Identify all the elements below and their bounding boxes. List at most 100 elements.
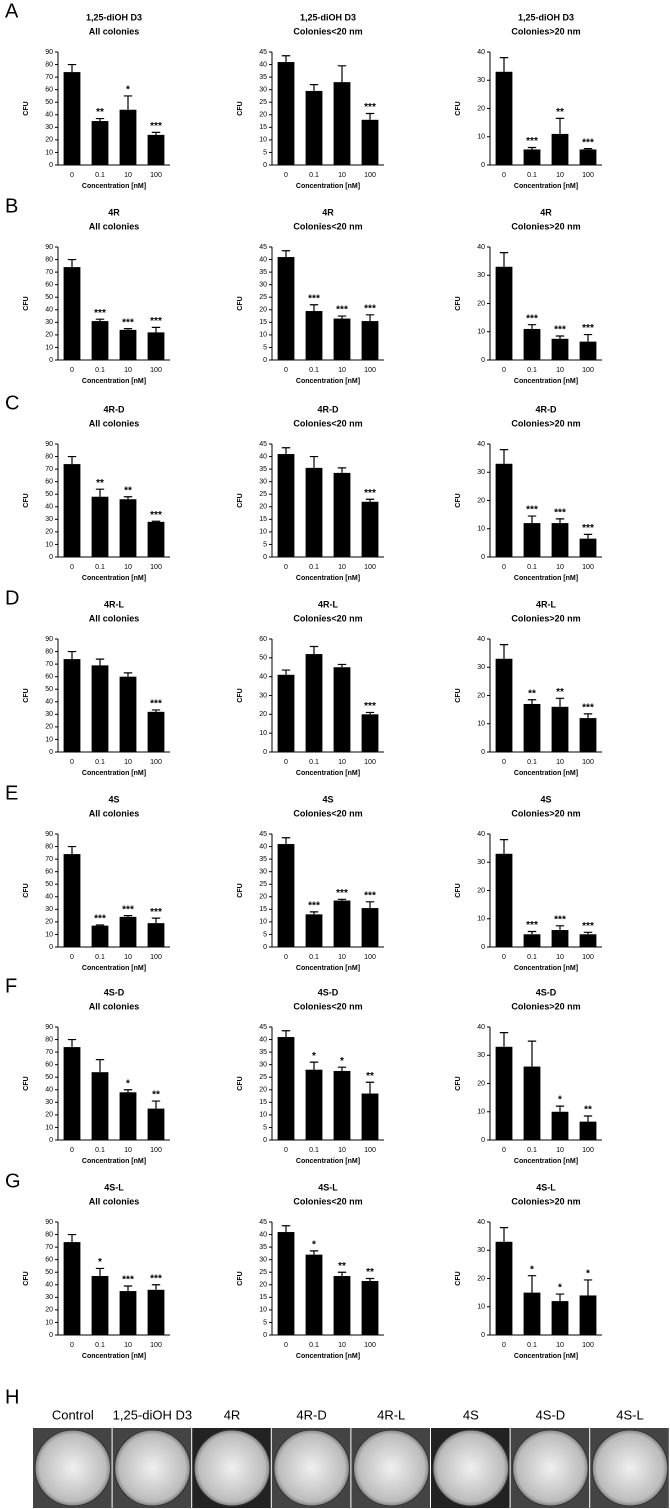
error-bar [95,1059,105,1073]
plate-label: 4S [463,1407,479,1422]
x-tick-label: 100 [150,172,162,179]
significance: *** [150,1273,162,1284]
bar [333,1275,351,1335]
panel-label: A [5,0,19,22]
x-axis-label: Concentration [nM] [514,378,578,385]
significance: *** [364,303,376,314]
x-axis-label: Concentration [nM] [296,1353,360,1360]
x-tick-label: 100 [150,564,162,571]
y-tick-label: 25 [259,491,267,498]
chart-subtitle: Colonies>20 nm [511,1196,580,1206]
significance: *** [122,904,134,915]
x-axis-label: Concentration [nM] [82,965,146,972]
plate-dish [273,1429,350,1507]
y-tick-label: 30 [477,859,485,866]
x-tick-label: 0 [502,1147,506,1154]
chart-subtitle: All colonies [89,808,140,818]
x-tick-label: 100 [582,367,594,374]
significance: *** [554,914,566,925]
chart-title: 1,25-diOH D3 [300,12,356,22]
significance: ** [338,1261,346,1272]
significance: *** [94,914,106,925]
error-bar [365,314,375,322]
error-bar [527,1275,537,1293]
bar [277,1037,295,1140]
significance: *** [150,121,162,132]
x-axis-label: Concentration [nM] [514,965,578,972]
significance: ** [584,1105,592,1116]
bar [361,1281,379,1335]
bar [523,1066,541,1140]
x-axis-label: Concentration [nM] [296,1158,360,1165]
y-tick-label: 80 [45,1231,53,1238]
bar [551,1111,569,1140]
error-bar [95,488,105,497]
x-tick-label: 100 [364,367,376,374]
significance: *** [364,890,376,901]
y-tick-label: 40 [477,49,485,56]
bar [147,1289,165,1335]
error-bar [123,915,133,917]
bar [63,464,81,557]
x-tick-label: 100 [582,1147,594,1154]
y-axis-label: CFU [455,1271,462,1285]
error-bar [527,930,537,935]
y-tick-label: 0 [49,357,53,364]
y-tick-label: 30 [477,1247,485,1254]
y-tick-label: 30 [45,711,53,718]
significance: *** [150,316,162,327]
y-tick-label: 10 [259,919,267,926]
panel-label: E [5,782,18,804]
y-tick-label: 50 [45,686,53,693]
bar [63,659,81,752]
y-tick-label: 0 [481,357,485,364]
error-bar [337,315,347,319]
x-tick-label: 100 [582,954,594,961]
y-tick-label: 10 [259,730,267,737]
x-tick-label: 10 [556,172,564,179]
y-tick-label: 5 [263,541,267,548]
y-tick-label: 25 [259,294,267,301]
y-tick-label: 30 [259,282,267,289]
significance: ** [366,1071,374,1082]
y-tick-label: 10 [477,916,485,923]
y-tick-label: 90 [45,636,53,643]
x-tick-label: 100 [364,172,376,179]
error-bar [583,533,593,539]
bar [495,463,513,557]
significance: * [558,1283,562,1294]
chart-subtitle: Colonies<20 nm [293,1001,362,1011]
y-tick-label: 70 [45,466,53,473]
significance: ** [96,107,104,118]
significance: * [586,1269,590,1280]
y-tick-label: 10 [259,1307,267,1314]
x-tick-label: 0 [70,954,74,961]
y-tick-label: 10 [477,1109,485,1116]
bar [119,1092,137,1140]
x-tick-label: 100 [150,759,162,766]
bar [333,900,351,947]
x-tick-label: 0.1 [309,1342,319,1349]
y-tick-label: 30 [259,1062,267,1069]
y-tick-label: 50 [45,294,53,301]
error-bar [281,837,291,845]
x-axis-label: Concentration [nM] [82,1158,146,1165]
significance: *** [526,505,538,516]
y-axis-label: CFU [237,101,244,115]
error-bar [281,250,291,258]
y-tick-label: 30 [45,1294,53,1301]
y-tick-label: 40 [45,699,53,706]
significance: *** [364,488,376,499]
x-axis-label: Concentration [nM] [82,1353,146,1360]
chart-title: 1,25-diOH D3 [86,12,142,22]
error-bar [281,447,291,455]
bar [63,72,81,165]
y-tick-label: 10 [45,344,53,351]
y-tick-label: 20 [259,894,267,901]
significance: *** [554,325,566,336]
y-axis-label: CFU [237,883,244,897]
significance: * [98,1257,102,1268]
y-axis-label: CFU [455,688,462,702]
bar [579,934,597,947]
significance: *** [122,1275,134,1286]
